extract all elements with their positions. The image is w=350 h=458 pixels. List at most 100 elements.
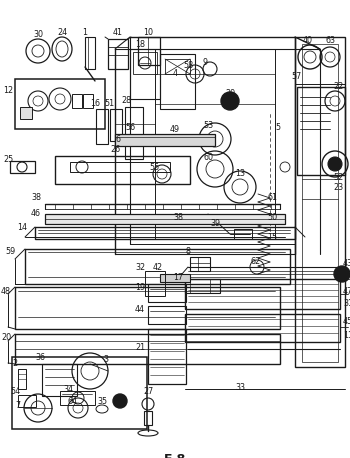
- Text: 11: 11: [343, 331, 350, 339]
- Bar: [85, 37, 95, 69]
- Text: 27: 27: [143, 387, 153, 397]
- Text: 22: 22: [333, 82, 343, 92]
- Text: 51: 51: [104, 99, 114, 109]
- Text: 31: 31: [343, 300, 350, 309]
- Text: 13: 13: [235, 169, 245, 179]
- Text: 59: 59: [5, 247, 15, 256]
- Bar: [160, 274, 190, 282]
- Text: 62: 62: [251, 256, 261, 266]
- Text: 25: 25: [3, 154, 13, 164]
- Text: 42: 42: [153, 262, 163, 272]
- Text: 12: 12: [3, 87, 13, 96]
- Bar: [185, 314, 340, 342]
- Bar: [18, 369, 26, 389]
- Text: 18: 18: [135, 40, 145, 49]
- Text: 46: 46: [31, 209, 41, 218]
- Bar: [35, 227, 295, 239]
- Text: 36: 36: [35, 353, 45, 361]
- Text: 24: 24: [57, 28, 67, 38]
- Text: 38: 38: [173, 213, 183, 222]
- Bar: [15, 334, 280, 364]
- Text: 64: 64: [67, 397, 77, 405]
- Text: 55: 55: [150, 163, 160, 171]
- Text: 61: 61: [267, 192, 277, 202]
- Bar: [144, 411, 152, 425]
- Bar: [60, 391, 95, 405]
- Text: 20: 20: [1, 333, 11, 342]
- Text: 45: 45: [343, 316, 350, 326]
- Bar: [138, 37, 160, 65]
- Bar: [10, 161, 35, 173]
- Text: 9: 9: [202, 59, 208, 67]
- Bar: [130, 49, 160, 99]
- Text: 26: 26: [110, 145, 120, 153]
- Bar: [160, 54, 195, 109]
- Text: 38: 38: [31, 192, 41, 202]
- Text: 10: 10: [143, 28, 153, 38]
- Bar: [190, 257, 210, 271]
- Text: 2: 2: [13, 360, 18, 369]
- Bar: [148, 329, 186, 384]
- Text: 3: 3: [104, 354, 108, 364]
- Text: 35: 35: [97, 397, 107, 405]
- Circle shape: [113, 394, 127, 408]
- Bar: [45, 214, 285, 224]
- Bar: [133, 52, 157, 74]
- Bar: [125, 107, 143, 159]
- Text: E-8: E-8: [164, 453, 186, 458]
- Text: 14: 14: [17, 223, 27, 231]
- Bar: [185, 279, 220, 293]
- Bar: [234, 229, 252, 239]
- Bar: [72, 94, 82, 108]
- Circle shape: [221, 92, 239, 110]
- Text: 1: 1: [83, 28, 88, 38]
- Bar: [12, 357, 147, 429]
- Text: 23: 23: [333, 182, 343, 191]
- Bar: [25, 249, 290, 284]
- Bar: [70, 162, 170, 172]
- Text: 50: 50: [267, 213, 277, 222]
- Text: 15: 15: [267, 233, 277, 241]
- Text: 4: 4: [173, 70, 177, 78]
- Text: 19: 19: [135, 283, 145, 291]
- Text: 58: 58: [183, 61, 193, 71]
- Bar: [115, 134, 215, 146]
- Bar: [96, 109, 108, 144]
- Text: 5: 5: [275, 122, 281, 131]
- Text: 33: 33: [235, 382, 245, 392]
- Text: 52: 52: [333, 173, 343, 181]
- Bar: [148, 306, 186, 324]
- Bar: [55, 156, 190, 184]
- Text: 39: 39: [210, 219, 220, 229]
- Bar: [297, 87, 345, 175]
- Text: 30: 30: [33, 31, 43, 39]
- Text: 53: 53: [203, 120, 213, 130]
- Text: 56: 56: [125, 122, 135, 131]
- Bar: [83, 94, 93, 108]
- Text: 60: 60: [203, 153, 213, 162]
- Text: 63: 63: [325, 37, 335, 45]
- Bar: [42, 364, 77, 396]
- Text: 41: 41: [113, 28, 123, 38]
- Text: 29: 29: [225, 89, 235, 98]
- Text: 28: 28: [121, 97, 131, 105]
- Text: 2: 2: [345, 273, 350, 282]
- Text: 17: 17: [173, 273, 183, 282]
- Text: 44: 44: [135, 305, 145, 313]
- Text: 34: 34: [63, 385, 73, 393]
- Bar: [185, 279, 340, 309]
- Text: 8: 8: [186, 246, 190, 256]
- Text: 7: 7: [15, 400, 21, 409]
- Text: 40: 40: [303, 37, 313, 45]
- Bar: [110, 109, 122, 141]
- Bar: [15, 79, 105, 129]
- Text: 49: 49: [170, 125, 180, 133]
- Text: 21: 21: [135, 343, 145, 351]
- Bar: [108, 39, 128, 69]
- Text: 47: 47: [343, 287, 350, 295]
- Text: 32: 32: [135, 262, 145, 272]
- Text: 48: 48: [1, 287, 11, 295]
- Bar: [18, 395, 36, 407]
- Bar: [15, 287, 280, 329]
- Bar: [295, 37, 345, 367]
